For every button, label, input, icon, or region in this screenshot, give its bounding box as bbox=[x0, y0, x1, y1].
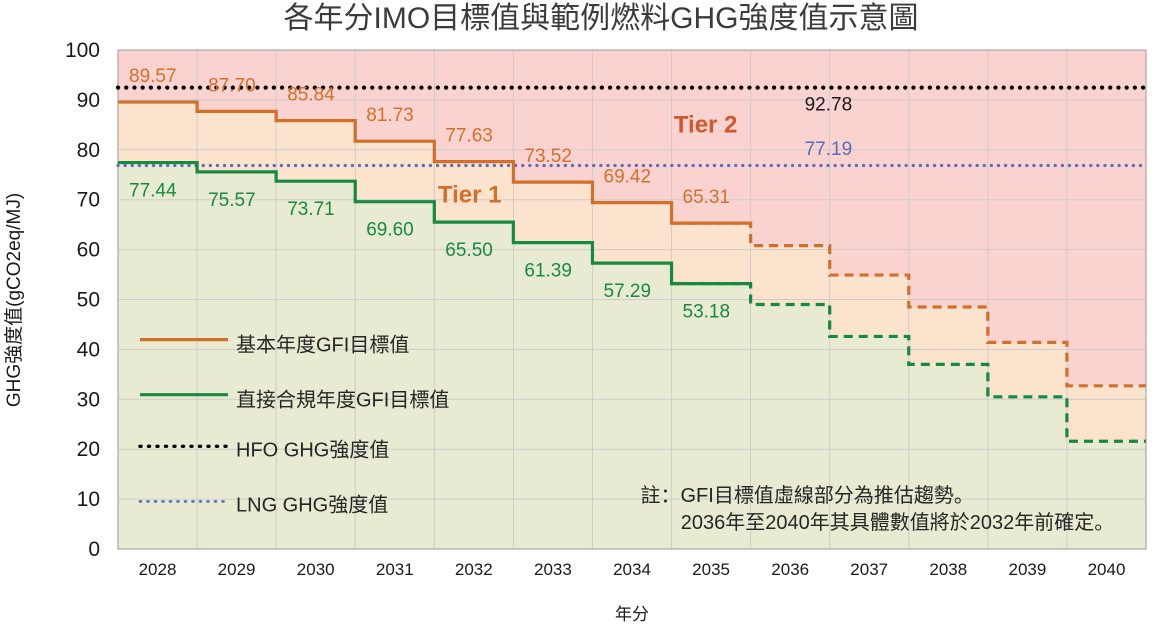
svg-text:40: 40 bbox=[77, 338, 100, 361]
svg-text:各年分IMO目標值與範例燃料GHG強度值示意圖: 各年分IMO目標值與範例燃料GHG強度值示意圖 bbox=[284, 2, 919, 35]
svg-text:69.42: 69.42 bbox=[604, 167, 652, 188]
svg-text:GHG強度值(gCO2eq/MJ): GHG強度值(gCO2eq/MJ) bbox=[3, 193, 25, 407]
svg-text:HFO GHG強度值: HFO GHG強度值 bbox=[236, 439, 389, 462]
svg-text:70: 70 bbox=[77, 189, 100, 212]
svg-text:2036年至2040年其具體數值將於2032年前確定。: 2036年至2040年其具體數值將於2032年前確定。 bbox=[681, 511, 1114, 534]
svg-text:65.50: 65.50 bbox=[445, 240, 493, 261]
svg-text:直接合規年度GFI目標值: 直接合規年度GFI目標值 bbox=[236, 389, 449, 412]
svg-text:69.60: 69.60 bbox=[366, 220, 414, 241]
svg-text:年分: 年分 bbox=[615, 605, 649, 624]
svg-text:2039: 2039 bbox=[1008, 560, 1046, 579]
svg-text:20: 20 bbox=[77, 438, 100, 461]
svg-text:基本年度GFI目標值: 基本年度GFI目標值 bbox=[236, 334, 409, 357]
svg-text:LNG GHG強度值: LNG GHG強度值 bbox=[236, 494, 388, 517]
svg-text:10: 10 bbox=[77, 488, 100, 511]
svg-text:89.57: 89.57 bbox=[129, 66, 177, 87]
svg-text:90: 90 bbox=[77, 89, 100, 112]
svg-text:85.84: 85.84 bbox=[287, 85, 335, 106]
svg-text:2029: 2029 bbox=[218, 560, 256, 579]
svg-text:30: 30 bbox=[77, 388, 100, 411]
svg-text:100: 100 bbox=[65, 39, 100, 62]
svg-text:65.31: 65.31 bbox=[683, 187, 731, 208]
svg-text:2032: 2032 bbox=[455, 560, 493, 579]
svg-text:75.57: 75.57 bbox=[208, 190, 256, 211]
svg-text:0: 0 bbox=[88, 538, 100, 561]
svg-text:2033: 2033 bbox=[534, 560, 572, 579]
svg-text:Tier 2: Tier 2 bbox=[674, 111, 738, 138]
svg-text:57.29: 57.29 bbox=[604, 281, 652, 302]
svg-text:87.70: 87.70 bbox=[208, 75, 256, 96]
svg-text:50: 50 bbox=[77, 289, 100, 312]
svg-text:73.71: 73.71 bbox=[287, 199, 335, 220]
svg-text:81.73: 81.73 bbox=[366, 105, 414, 126]
svg-text:Tier 1: Tier 1 bbox=[438, 181, 502, 208]
svg-text:77.63: 77.63 bbox=[445, 126, 493, 147]
svg-text:61.39: 61.39 bbox=[524, 261, 572, 282]
svg-text:2040: 2040 bbox=[1088, 560, 1126, 579]
svg-text:73.52: 73.52 bbox=[524, 146, 572, 167]
svg-text:53.18: 53.18 bbox=[683, 302, 731, 323]
svg-text:92.78: 92.78 bbox=[805, 94, 853, 115]
svg-text:2037: 2037 bbox=[850, 560, 888, 579]
svg-text:60: 60 bbox=[77, 239, 100, 262]
svg-text:2038: 2038 bbox=[929, 560, 967, 579]
svg-text:2031: 2031 bbox=[376, 560, 414, 579]
svg-text:2028: 2028 bbox=[139, 560, 177, 579]
svg-text:77.19: 77.19 bbox=[805, 139, 853, 160]
svg-text:2035: 2035 bbox=[692, 560, 730, 579]
svg-text:80: 80 bbox=[77, 139, 100, 162]
svg-text:註：GFI目標值虛線部分為推估趨勢。: 註：GFI目標值虛線部分為推估趨勢。 bbox=[641, 484, 974, 507]
svg-text:2034: 2034 bbox=[613, 560, 651, 579]
svg-text:2030: 2030 bbox=[297, 560, 335, 579]
svg-text:2036: 2036 bbox=[771, 560, 809, 579]
svg-text:77.44: 77.44 bbox=[129, 181, 177, 202]
